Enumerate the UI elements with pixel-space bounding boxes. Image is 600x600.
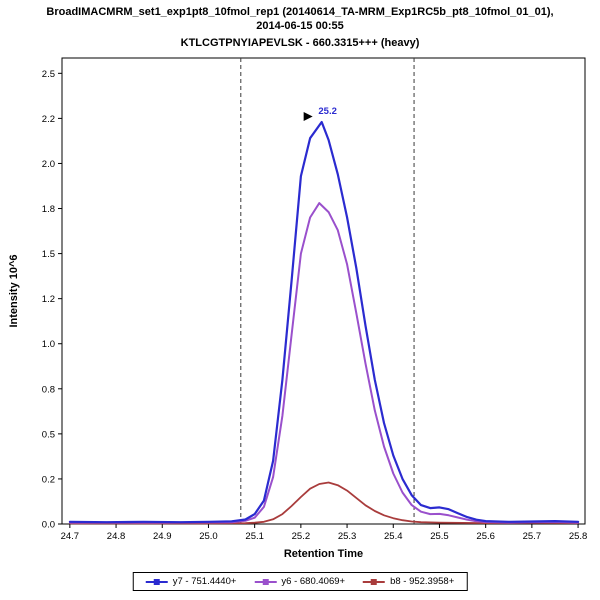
x-tick-label: 25.8 (569, 531, 588, 542)
peptide-subtitle: KTLCGTPNYIAPEVLSK - 660.3315+++ (heavy) (180, 37, 420, 49)
file-title-line1: BroadIMACMRM_set1_exp1pt8_10fmol_rep1 (2… (46, 6, 554, 18)
legend-marker-b8 (363, 577, 386, 587)
y-tick-label: 0.2 (42, 474, 55, 485)
x-tick-label: 24.9 (153, 531, 172, 542)
legend-label-y7: y7 - 751.4440+ (172, 576, 237, 587)
x-tick-label: 25.4 (384, 531, 403, 542)
x-tick-label: 25.5 (430, 531, 449, 542)
legend-item: y7 - 751.4440+ (145, 576, 237, 587)
chromatogram-trace[interactable] (68, 120, 580, 524)
y-tick-label: 0.8 (42, 384, 55, 395)
x-tick-label: 25.7 (523, 531, 542, 542)
y-tick-label: 1.5 (42, 249, 55, 260)
plot-border (61, 57, 586, 525)
legend-marker-y7 (145, 577, 168, 587)
peak-pointer-icon (303, 111, 313, 121)
x-tick-label: 25.2 (292, 531, 311, 542)
x-tick-label: 24.7 (61, 531, 80, 542)
chromatogram-trace[interactable] (69, 481, 579, 525)
x-axis-label: Retention Time (284, 548, 363, 560)
y-tick-label: 2.5 (42, 69, 55, 80)
y-tick-label: 2.0 (42, 159, 55, 170)
y-tick-label: 0.5 (42, 429, 55, 440)
y-tick-label: 1.8 (42, 204, 55, 215)
x-tick-label: 25.1 (245, 531, 264, 542)
x-tick-label: 25.3 (338, 531, 357, 542)
y-tick-label: 1.2 (42, 294, 55, 305)
y-tick-label: 0.0 (42, 520, 55, 531)
chart-header: BroadIMACMRM_set1_exp1pt8_10fmol_rep1 (2… (0, 5, 600, 50)
y-axis-label: Intensity 10^6 (8, 254, 20, 327)
legend: y7 - 751.4440+ y6 - 680.4069+ b8 - 952.3… (132, 572, 468, 591)
x-tick-label: 25.6 (476, 531, 495, 542)
y-tick-label: 1.0 (42, 339, 55, 350)
legend-label-y6: y6 - 680.4069+ (281, 576, 346, 587)
x-tick-label: 24.8 (107, 531, 126, 542)
legend-item: y6 - 680.4069+ (254, 576, 345, 587)
legend-marker-y6 (254, 577, 277, 587)
legend-label-b8: b8 - 952.3958+ (390, 576, 455, 587)
file-title-line2: 2014-06-15 00:55 (256, 20, 344, 32)
x-tick-label: 25.0 (199, 531, 218, 542)
peak-rt-label: 25.2 (318, 106, 337, 117)
y-tick-label: 2.2 (42, 114, 55, 125)
chromatogram-trace[interactable] (68, 202, 580, 524)
legend-item: b8 - 952.3958+ (363, 576, 454, 587)
